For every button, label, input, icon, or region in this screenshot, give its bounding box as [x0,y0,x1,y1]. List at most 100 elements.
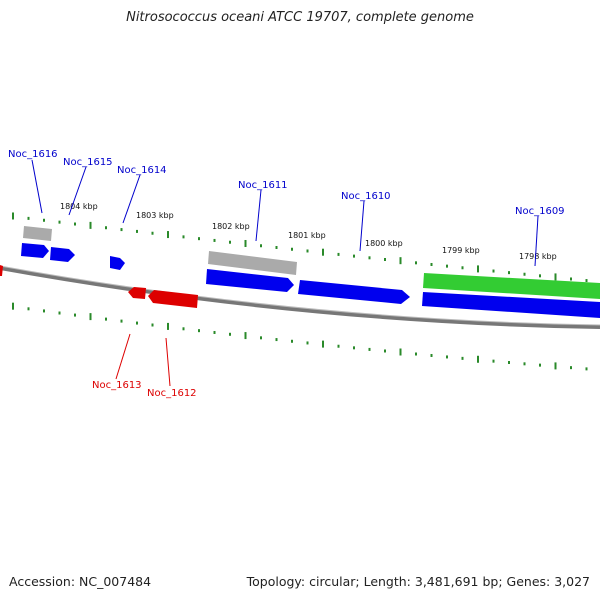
label-noc-1613[interactable]: Noc_1613 [92,380,142,391]
outer-tick [461,266,464,270]
inner-tick [461,356,464,360]
genome-title: Nitrosococcus oceani ATCC 19707, complet… [126,10,474,25]
inner-tick [244,332,247,340]
gene-noc-1612[interactable] [148,290,198,308]
genome-backbone-highlight [0,265,600,326]
gene-noc-1615[interactable] [50,247,75,262]
outer-tick [43,218,45,222]
outer-tick [27,216,30,220]
outer-tick-row [12,212,588,283]
scale-label-1804: 1804 kbp [60,202,98,211]
outer-tick [415,261,417,265]
outer-tick [523,272,526,276]
outer-tick [260,244,262,248]
scale-labels: 1804 kbp 1803 kbp 1802 kbp 1801 kbp 1800… [60,202,557,261]
outer-tick [182,235,185,239]
outer-tick [213,238,216,242]
outer-tick [353,254,355,258]
outer-tick [74,222,76,226]
gene-noc-1611[interactable] [208,251,297,275]
outer-tick [492,269,495,273]
leader-noc-1612 [165,337,171,387]
label-noc-1611[interactable]: Noc_1611 [238,180,288,191]
inner-tick [275,338,278,342]
forward-label-leaders [31,159,539,267]
inner-tick [399,348,402,356]
leader-noc-1609 [534,215,539,267]
outer-tick [446,264,448,268]
inner-tick [260,336,262,340]
gene-noc-1613[interactable] [128,287,146,299]
outer-tick [275,246,278,250]
gene-noc-1616-fwd[interactable] [21,243,49,258]
inner-tick [570,366,572,370]
inner-tick [120,319,123,323]
label-noc-1610[interactable]: Noc_1610 [341,191,391,202]
inner-tick [105,317,107,321]
gene-noc-1610[interactable] [298,280,410,304]
inner-tick [136,321,138,325]
inner-tick [74,313,76,317]
reverse-gene-labels: Noc_1613 Noc_1612 [92,380,197,399]
outer-tick [151,231,154,235]
label-noc-1614[interactable]: Noc_1614 [117,165,167,176]
label-noc-1616[interactable]: Noc_1616 [8,149,58,160]
leader-noc-1610 [359,200,365,252]
inner-tick [322,340,324,348]
outer-tick [337,252,340,256]
inner-tick [554,362,557,370]
forward-gene-labels: Noc_1616 Noc_1615 Noc_1614 Noc_1611 Noc_… [8,149,565,217]
scale-label-1799: 1799 kbp [442,246,480,255]
outer-tick [399,257,402,265]
inner-tick [198,329,200,333]
outer-tick [120,228,123,232]
leader-noc-1613 [115,333,131,380]
scale-label-1798: 1798 kbp [519,252,557,261]
inner-tick [539,363,541,367]
gene-reverse-edge[interactable] [0,265,3,276]
outer-tick [539,274,541,278]
inner-tick-row [12,302,588,371]
outer-tick [477,265,479,273]
gene-noc-1611-fwd[interactable] [206,269,294,292]
outer-tick [244,239,247,247]
genome-summary-text: Topology: circular; Length: 3,481,691 bp… [246,574,590,589]
gene-noc-1610-b[interactable] [422,292,600,318]
gene-noc-1614[interactable] [110,256,125,270]
label-noc-1615[interactable]: Noc_1615 [63,157,113,168]
inner-tick [477,355,479,363]
inner-tick [27,307,30,311]
outer-tick [554,273,557,281]
gene-noc-1609[interactable] [423,273,600,299]
outer-tick [291,247,293,251]
scale-label-1801: 1801 kbp [288,231,326,240]
outer-tick [198,237,200,241]
inner-tick [492,359,495,363]
scale-label-1800: 1800 kbp [365,239,403,248]
inner-tick [167,322,169,330]
outer-tick [384,257,386,261]
inner-tick [12,302,14,310]
inner-tick [368,347,371,351]
outer-tick [368,256,371,260]
outer-tick [12,212,14,220]
inner-tick [151,323,154,327]
leader-noc-1615 [68,166,87,216]
outer-tick [167,231,169,239]
outer-tick [105,226,107,230]
label-noc-1609[interactable]: Noc_1609 [515,206,565,217]
outer-tick [322,248,324,256]
inner-tick [585,367,588,371]
leader-noc-1614 [122,174,141,224]
inner-tick [523,362,526,366]
inner-tick [384,349,386,353]
inner-tick [446,355,448,359]
accession-text: Accession: NC_007484 [9,574,152,589]
inner-tick [430,353,433,357]
outer-tick [508,271,510,275]
inner-tick [229,332,231,336]
inner-tick [337,344,340,348]
inner-tick [508,360,510,364]
label-noc-1612[interactable]: Noc_1612 [147,388,197,399]
gene-noc-1616[interactable] [23,226,52,241]
